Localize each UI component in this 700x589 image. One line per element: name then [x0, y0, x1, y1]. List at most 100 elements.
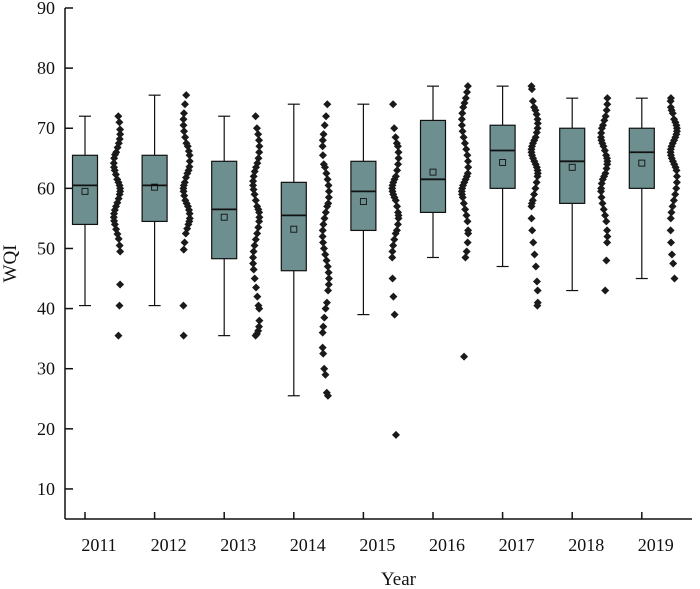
data-point: [666, 226, 675, 235]
data-point: [533, 301, 542, 310]
data-point: [602, 106, 611, 115]
data-point: [598, 199, 607, 208]
x-tick-label: 2014: [290, 535, 326, 555]
data-point: [388, 247, 397, 256]
y-tick-label: 60: [37, 178, 55, 198]
data-point: [458, 193, 467, 202]
points-2018: [597, 94, 612, 295]
x-tick-label: 2011: [81, 535, 116, 555]
data-point: [672, 178, 681, 187]
data-point: [461, 205, 470, 214]
data-point: [463, 88, 472, 97]
data-point: [181, 133, 190, 142]
data-point: [318, 328, 327, 337]
data-point: [457, 115, 466, 124]
data-point: [601, 211, 610, 220]
mean-marker: [568, 163, 576, 171]
data-point: [390, 310, 399, 319]
data-point: [179, 115, 188, 124]
data-point: [179, 109, 188, 118]
box-2015: [350, 103, 377, 316]
box-2019: [628, 97, 655, 280]
points-2019: [666, 94, 681, 283]
data-point: [180, 127, 189, 136]
data-points-layer: [109, 82, 681, 439]
data-point: [671, 190, 680, 199]
data-point: [391, 133, 400, 142]
data-point: [394, 154, 403, 163]
box-2018: [559, 97, 586, 292]
data-point: [597, 129, 606, 138]
data-point: [114, 234, 123, 243]
x-ticks: 2011 2012 2013 2014 2015 2016 2017 2018 2019: [81, 512, 674, 555]
data-point: [669, 259, 678, 268]
data-point: [322, 298, 331, 307]
data-point: [116, 247, 125, 256]
data-point: [459, 133, 468, 142]
data-point: [320, 364, 329, 373]
data-point: [529, 238, 538, 247]
iqr-box: [419, 119, 447, 214]
data-point: [464, 229, 473, 238]
data-point: [461, 253, 470, 262]
data-point: [393, 220, 402, 229]
data-point: [533, 119, 542, 128]
data-point: [528, 226, 537, 235]
data-point: [388, 253, 397, 262]
y-tick-label: 20: [37, 419, 55, 439]
data-point: [182, 91, 191, 100]
data-point: [667, 208, 676, 217]
data-point: [391, 229, 400, 238]
box-2013: [211, 115, 238, 337]
data-point: [255, 136, 264, 145]
x-tick-label: 2019: [638, 535, 674, 555]
data-point: [530, 190, 539, 199]
data-point: [255, 316, 264, 325]
data-point: [255, 322, 264, 331]
data-point: [321, 370, 330, 379]
data-point: [603, 94, 612, 103]
data-point: [602, 256, 611, 265]
data-point: [666, 214, 675, 223]
data-point: [464, 157, 473, 166]
data-point: [254, 223, 263, 232]
data-point: [321, 304, 330, 313]
mean-marker: [220, 213, 228, 221]
box-2012: [141, 94, 168, 307]
data-point: [324, 274, 333, 283]
data-point: [318, 142, 327, 151]
y-tick-label: 50: [37, 238, 55, 258]
data-point: [602, 217, 611, 226]
data-point: [458, 109, 467, 118]
data-point: [251, 331, 260, 340]
data-point: [180, 100, 189, 109]
data-point: [249, 172, 258, 181]
data-point: [324, 181, 333, 190]
data-point: [115, 118, 124, 127]
data-point: [324, 280, 333, 289]
data-point: [318, 232, 327, 241]
data-point: [322, 112, 331, 121]
data-point: [179, 121, 188, 130]
data-point: [255, 304, 264, 313]
data-point: [527, 202, 536, 211]
data-point: [462, 211, 471, 220]
data-point: [114, 331, 123, 340]
data-point: [667, 238, 676, 247]
data-point: [666, 97, 675, 106]
data-point: [458, 127, 467, 136]
y-axis-label: WQI: [0, 245, 21, 283]
x-tick-label: 2016: [429, 535, 465, 555]
data-point: [255, 217, 264, 226]
data-point: [603, 100, 612, 109]
iqr-box: [71, 154, 99, 226]
points-2015: [388, 100, 403, 439]
data-point: [323, 262, 332, 271]
data-point: [250, 190, 259, 199]
data-point: [390, 124, 399, 133]
data-point: [250, 274, 259, 283]
data-point: [601, 286, 610, 295]
data-point: [253, 229, 262, 238]
y-tick-label: 30: [37, 359, 55, 379]
data-point: [319, 238, 328, 247]
